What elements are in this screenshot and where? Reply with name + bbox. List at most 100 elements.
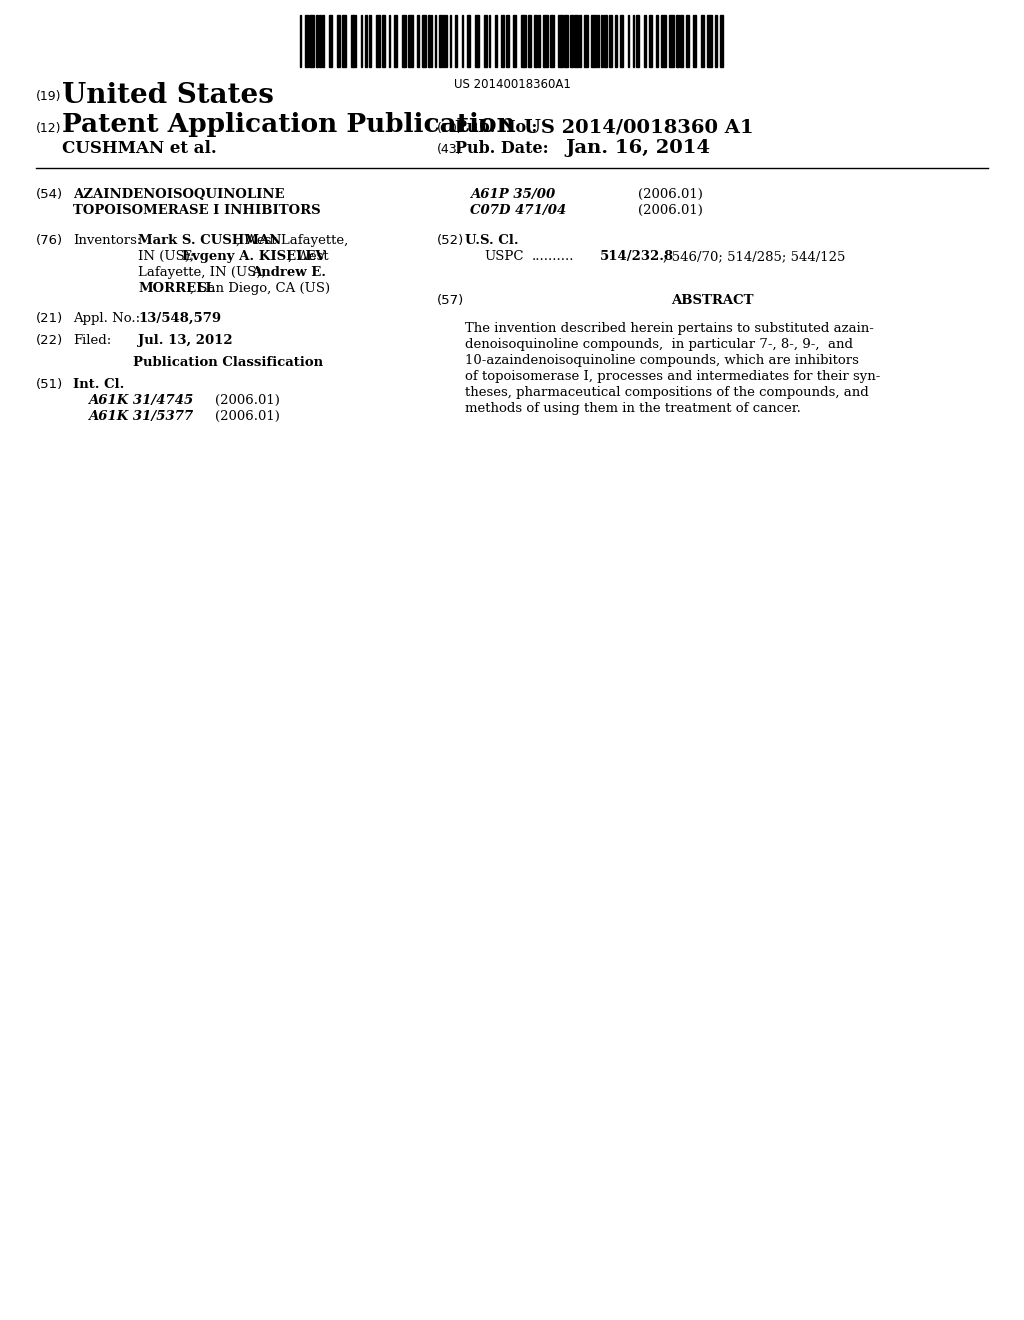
Bar <box>701 15 705 67</box>
Bar <box>636 15 639 67</box>
Bar <box>408 15 413 67</box>
Bar <box>550 15 554 67</box>
Text: (2006.01): (2006.01) <box>638 205 702 216</box>
Text: Jul. 13, 2012: Jul. 13, 2012 <box>138 334 232 347</box>
Text: , West: , West <box>288 249 329 263</box>
Text: Mark S. CUSHMAN: Mark S. CUSHMAN <box>138 234 282 247</box>
Text: (2006.01): (2006.01) <box>215 411 280 422</box>
Text: (54): (54) <box>36 187 63 201</box>
Bar <box>644 15 646 67</box>
Bar <box>574 15 578 67</box>
Text: A61P 35/00: A61P 35/00 <box>470 187 555 201</box>
Bar <box>591 15 596 67</box>
Bar <box>693 15 696 67</box>
Text: Appl. No.:: Appl. No.: <box>73 312 140 325</box>
Bar <box>394 15 397 67</box>
Text: (21): (21) <box>36 312 63 325</box>
Bar <box>720 15 723 67</box>
Text: ABSTRACT: ABSTRACT <box>672 294 754 308</box>
Text: USPC: USPC <box>484 249 523 263</box>
Bar <box>402 15 406 67</box>
Bar <box>455 15 457 67</box>
Text: (52): (52) <box>437 234 464 247</box>
Bar <box>337 15 340 67</box>
Bar <box>422 15 426 67</box>
Text: The invention described herein pertains to substituted azain-: The invention described herein pertains … <box>465 322 873 335</box>
Text: A61K 31/5377: A61K 31/5377 <box>88 411 194 422</box>
Bar <box>528 15 531 67</box>
Bar <box>495 15 497 67</box>
Bar <box>715 15 717 67</box>
Bar <box>609 15 612 67</box>
Text: US 2014/0018360 A1: US 2014/0018360 A1 <box>524 117 754 136</box>
Text: Andrew E.: Andrew E. <box>251 267 326 279</box>
Bar <box>601 15 603 67</box>
Bar <box>501 15 504 67</box>
Text: Lafayette, IN (US);: Lafayette, IN (US); <box>138 267 270 279</box>
Text: , West Lafayette,: , West Lafayette, <box>236 234 348 247</box>
Text: (51): (51) <box>36 378 63 391</box>
Text: C07D 471/04: C07D 471/04 <box>470 205 566 216</box>
Text: 10-azaindenoisoquinoline compounds, which are inhibitors: 10-azaindenoisoquinoline compounds, whic… <box>465 354 859 367</box>
Bar <box>322 15 324 67</box>
Bar <box>584 15 588 67</box>
Text: United States: United States <box>62 82 273 110</box>
Text: Jan. 16, 2014: Jan. 16, 2014 <box>565 139 710 157</box>
Text: A61K 31/4745: A61K 31/4745 <box>88 393 194 407</box>
Bar <box>558 15 563 67</box>
Bar <box>534 15 537 67</box>
Bar <box>305 15 308 67</box>
Text: (10): (10) <box>437 121 463 135</box>
Text: Patent Application Publication: Patent Application Publication <box>62 112 516 137</box>
Bar <box>686 15 689 67</box>
Text: (2006.01): (2006.01) <box>638 187 702 201</box>
Bar <box>579 15 581 67</box>
Bar <box>656 15 658 67</box>
Text: methods of using them in the treatment of cancer.: methods of using them in the treatment o… <box>465 403 801 414</box>
Text: Int. Cl.: Int. Cl. <box>73 378 124 391</box>
Bar <box>382 15 385 67</box>
Text: 514/232.8: 514/232.8 <box>600 249 674 263</box>
Bar <box>604 15 607 67</box>
Bar <box>707 15 712 67</box>
Bar <box>376 15 380 67</box>
Text: Publication Classification: Publication Classification <box>133 356 323 370</box>
Text: MORRELL: MORRELL <box>138 282 215 294</box>
Bar <box>521 15 526 67</box>
Text: CUSHMAN et al.: CUSHMAN et al. <box>62 140 217 157</box>
Bar <box>467 15 470 67</box>
Bar <box>351 15 356 67</box>
Bar <box>662 15 666 67</box>
Bar <box>506 15 509 67</box>
Bar <box>428 15 430 67</box>
Text: ..........: .......... <box>532 249 574 263</box>
Text: (22): (22) <box>36 334 63 347</box>
Bar <box>597 15 599 67</box>
Bar <box>620 15 623 67</box>
Text: theses, pharmaceutical compositions of the compounds, and: theses, pharmaceutical compositions of t… <box>465 385 868 399</box>
Bar <box>484 15 487 67</box>
Bar <box>342 15 346 67</box>
Text: , San Diego, CA (US): , San Diego, CA (US) <box>190 282 330 294</box>
Bar <box>309 15 314 67</box>
Text: (43): (43) <box>437 143 463 156</box>
Bar <box>649 15 652 67</box>
Bar <box>676 15 679 67</box>
Bar <box>538 15 540 67</box>
Text: IN (US);: IN (US); <box>138 249 199 263</box>
Bar <box>564 15 568 67</box>
Text: Pub. No.:: Pub. No.: <box>455 119 538 136</box>
Text: Pub. Date:: Pub. Date: <box>455 140 549 157</box>
Bar <box>369 15 371 67</box>
Text: (76): (76) <box>36 234 63 247</box>
Bar <box>680 15 683 67</box>
Text: US 20140018360A1: US 20140018360A1 <box>454 78 570 91</box>
Text: of topoisomerase I, processes and intermediates for their syn-: of topoisomerase I, processes and interm… <box>465 370 881 383</box>
Bar <box>513 15 516 67</box>
Bar <box>475 15 479 67</box>
Text: Evgeny A. KISELEV: Evgeny A. KISELEV <box>182 249 326 263</box>
Text: ; 546/70; 514/285; 544/125: ; 546/70; 514/285; 544/125 <box>663 249 846 263</box>
Text: U.S. Cl.: U.S. Cl. <box>465 234 518 247</box>
Text: denoisoquinoline compounds,  in particular 7-, 8-, 9-,  and: denoisoquinoline compounds, in particula… <box>465 338 853 351</box>
Bar <box>329 15 332 67</box>
